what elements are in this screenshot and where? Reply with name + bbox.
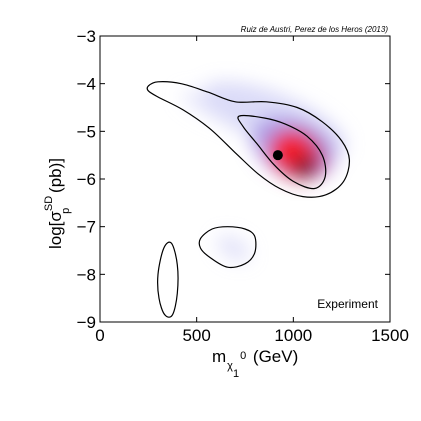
plot-background bbox=[100, 36, 390, 322]
experiment-label: Experiment bbox=[317, 297, 378, 311]
axis-ticks: 0 500 1000 1500 −9 −8 −7 −6 −5 −4 −3 bbox=[77, 27, 409, 345]
best-fit-point bbox=[272, 150, 283, 161]
y-tick-label: −6 bbox=[77, 170, 96, 189]
density-blob bbox=[216, 235, 251, 262]
y-label-suffix: (pb)] bbox=[46, 158, 65, 198]
x-label-subsub: 1 bbox=[233, 368, 239, 380]
y-tick-label: −8 bbox=[77, 265, 96, 284]
y-label-sup: SD bbox=[43, 196, 55, 211]
x-tick-label: 1500 bbox=[371, 326, 409, 345]
y-tick-label: −7 bbox=[77, 218, 96, 237]
y-tick-label: −4 bbox=[77, 75, 96, 94]
island-left bbox=[157, 241, 179, 318]
citation: Ruiz de Austri, Perez de los Heros (2013… bbox=[241, 25, 389, 34]
y-tick-label: −5 bbox=[77, 122, 96, 141]
contours bbox=[146, 81, 351, 318]
x-axis-label: mχ10 (GeV) bbox=[212, 347, 298, 380]
y-axis-label: log[σSD p (pb)] bbox=[43, 158, 72, 249]
density-blob bbox=[294, 157, 316, 177]
x-label-unit: (GeV) bbox=[248, 347, 298, 366]
inner-contour bbox=[237, 114, 327, 190]
density-blob bbox=[180, 91, 260, 129]
y-label-prefix: log[σ bbox=[46, 211, 65, 249]
island-middle bbox=[198, 226, 257, 269]
x-tick-label: 0 bbox=[95, 326, 104, 345]
x-label-main: m bbox=[212, 347, 226, 366]
x-label-sub: χ bbox=[227, 360, 233, 372]
x-tick-label: 500 bbox=[182, 326, 210, 345]
y-tick-label: −3 bbox=[77, 27, 96, 46]
x-tick-label: 1000 bbox=[274, 326, 312, 345]
main-contour bbox=[146, 81, 351, 198]
y-tick-label: −9 bbox=[77, 313, 96, 332]
x-label-sup: 0 bbox=[240, 350, 246, 362]
y-label-sub: p bbox=[60, 208, 72, 214]
